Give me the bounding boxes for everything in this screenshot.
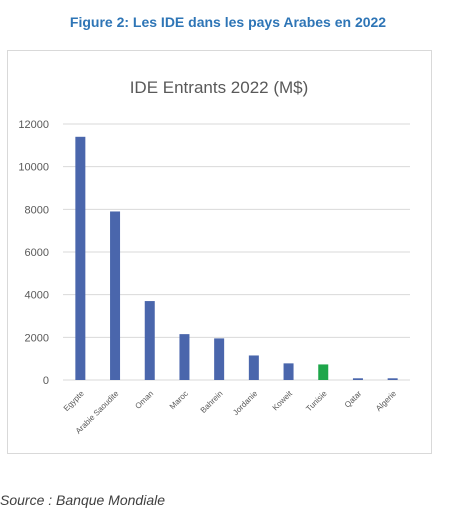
y-tick-label: 6000 <box>25 247 49 259</box>
bar-bahrein <box>214 338 225 380</box>
gridlines <box>63 123 410 381</box>
x-category-label: Koweit <box>271 389 295 413</box>
x-category-label: Maroc <box>168 389 190 411</box>
bar-algerie <box>387 378 398 380</box>
bar-arabie-saoudite <box>110 211 121 380</box>
bar-jordanie <box>248 355 259 380</box>
bar-oman <box>144 301 155 380</box>
y-tick-label: 4000 <box>25 290 49 302</box>
y-axis-ticks: 0 2000 4000 6000 8000 10000 12000 <box>18 119 49 387</box>
y-tick-label: 12000 <box>18 119 49 131</box>
bar-maroc <box>179 334 190 380</box>
y-tick-label: 2000 <box>25 332 49 344</box>
chart-title: IDE Entrants 2022 (M$) <box>130 78 309 97</box>
x-category-label: Bahrein <box>199 389 225 415</box>
x-category-label: Algerie <box>374 389 398 413</box>
bar-egypte <box>75 136 86 380</box>
x-category-label: Qatar <box>343 389 364 410</box>
bars <box>75 136 398 380</box>
bar-chart: IDE Entrants 2022 (M$) 0 2000 4000 6000 8000… <box>18 78 410 436</box>
x-category-label: Egypte <box>62 389 86 413</box>
bar-tunisie <box>318 364 329 380</box>
y-tick-label: 10000 <box>18 162 49 174</box>
x-category-label: Tunisie <box>304 389 329 414</box>
bar-koweit <box>283 363 294 380</box>
y-tick-label: 0 <box>43 375 49 387</box>
figure-title: Figure 2: Les IDE dans les pays Arabes e… <box>69 14 387 30</box>
bar-qatar <box>352 378 363 380</box>
x-category-label: Jordanie <box>231 389 259 417</box>
chart-frame: IDE Entrants 2022 (M$) 0 2000 4000 6000 8000… <box>7 50 432 454</box>
y-tick-label: 8000 <box>25 204 49 216</box>
source-note: Source : Banque Mondiale <box>0 492 165 508</box>
x-category-label: Oman <box>133 389 155 411</box>
